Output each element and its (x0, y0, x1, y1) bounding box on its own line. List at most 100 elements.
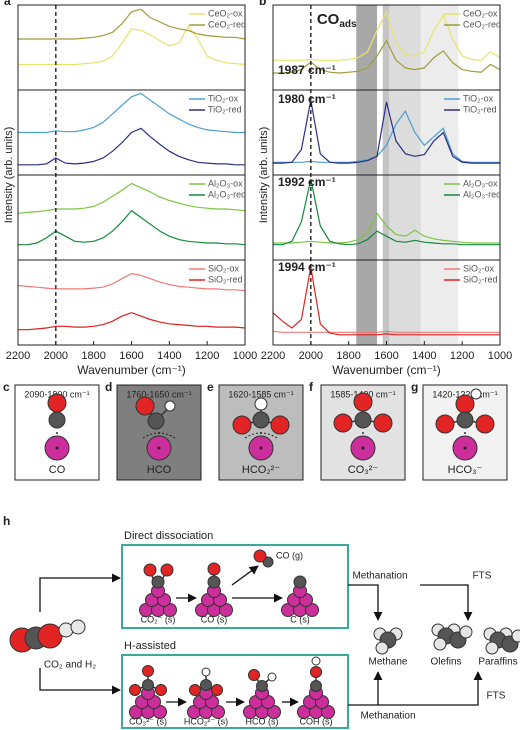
spectrum-line (18, 312, 246, 331)
legend-label: TiO₂-red (208, 104, 242, 114)
arrow (231, 565, 259, 586)
step-label: CO₂⁻ (s) (141, 614, 176, 624)
atom (207, 575, 221, 589)
species-range: 1620-1585 cm⁻¹ (228, 389, 293, 399)
x-tick-label: 2000 (299, 350, 323, 362)
atom (485, 641, 499, 655)
surface-dot (259, 446, 263, 450)
atom (37, 623, 63, 649)
atom (354, 411, 372, 429)
surface-dot (463, 446, 467, 450)
route-title: H-assisted (124, 640, 176, 652)
arrow (39, 668, 121, 695)
product-label: Paraffins (478, 657, 517, 668)
step-label: HCO (s) (246, 716, 279, 726)
atom (256, 680, 268, 692)
assisted-box (121, 654, 349, 729)
step-label: CO (s) (201, 614, 228, 624)
atom (262, 556, 274, 568)
legend-label: SiO₂-ox (463, 263, 494, 273)
legend-label: Al₂O₃-ox (208, 178, 243, 188)
atom (232, 415, 252, 435)
atom (151, 575, 165, 589)
scheme-frames (39, 544, 483, 729)
species-range: 1420-1220 cm⁻¹ (432, 389, 497, 399)
atom (459, 625, 473, 639)
atom (207, 562, 221, 576)
species-label: HCO₂²⁻ (242, 464, 280, 476)
atom (147, 412, 165, 430)
panel-letter: a (4, 0, 11, 8)
legend-label: CeO₂-ox (463, 8, 498, 18)
atom (310, 666, 322, 678)
x-tick-label: 2200 (261, 350, 285, 362)
panel-letter: h (3, 514, 10, 528)
atom (253, 549, 267, 563)
x-axis-label: Wavenumber (cm⁻¹) (332, 363, 441, 377)
product-label: Methane (369, 657, 408, 668)
spectrum-line (273, 179, 500, 246)
atom (455, 394, 475, 414)
legend-label: TiO₂-red (463, 104, 497, 114)
atom (160, 563, 174, 577)
legend-label: Al₂O₃-ox (463, 178, 498, 188)
surface-dot (55, 446, 59, 450)
y-axis-label: Intensity (arb. units) (258, 127, 270, 224)
atom (433, 637, 447, 651)
atom (311, 656, 321, 666)
x-tick-label: 2200 (6, 350, 30, 362)
step-label: COH (s) (300, 716, 333, 726)
x-tick-label: 1400 (412, 350, 436, 362)
step-label: C (s) (290, 614, 310, 624)
species-label: HCO₃⁻ (448, 464, 483, 476)
peak-label: 1992 cm⁻¹ (278, 175, 336, 189)
legend-label: TiO₂-ox (463, 93, 494, 103)
route-label: Methanation (352, 571, 407, 582)
route-label: Methanation (360, 711, 415, 722)
spectrum-line (18, 127, 245, 166)
peak-label: 1987 cm⁻¹ (278, 63, 336, 77)
legend-label: SiO₂-red (463, 274, 498, 284)
atom (353, 392, 373, 412)
atom (142, 665, 154, 677)
route-label: FTS (473, 571, 492, 582)
dash-arc (244, 432, 278, 439)
arrow (348, 671, 383, 706)
x-tick-label: 2000 (44, 350, 68, 362)
atom (164, 400, 176, 412)
peak-label: 1980 cm⁻¹ (278, 92, 336, 106)
spectrum-line (18, 92, 245, 134)
route-title: Direct dissociation (124, 530, 213, 542)
atom (375, 641, 389, 655)
x-tick-label: 1000 (233, 350, 257, 362)
atom (252, 411, 270, 429)
legend-label: Al₂O₃-red (208, 189, 246, 199)
spectrum-line (18, 8, 246, 40)
spectrum-line (18, 25, 246, 66)
spectrum-line (18, 209, 246, 246)
atom (456, 411, 474, 429)
legend-label: SiO₂-ox (208, 263, 239, 273)
x-tick-label: 1800 (336, 350, 360, 362)
legend-label: CeO₂-red (463, 19, 501, 29)
panel-letter: b (259, 0, 266, 8)
step-label: HCO₂²⁻ (s) (184, 716, 228, 726)
x-tick-label: 1800 (81, 350, 105, 362)
spectrum-line (272, 330, 500, 333)
legend-label: CeO₂-red (208, 19, 246, 29)
atom (47, 393, 67, 413)
atom (200, 679, 212, 691)
annotation-sub: ads (339, 19, 357, 30)
product-label: Olefins (430, 657, 461, 668)
atom (211, 684, 223, 696)
atom (310, 680, 322, 692)
atom (142, 679, 154, 691)
spectrum-line (273, 10, 501, 61)
legend-label: TiO₂-ox (208, 93, 239, 103)
atom (189, 684, 201, 696)
species-label: CO (49, 464, 66, 476)
x-tick-label: 1200 (450, 350, 474, 362)
atom (267, 672, 277, 682)
x-tick-label: 1600 (374, 350, 398, 362)
